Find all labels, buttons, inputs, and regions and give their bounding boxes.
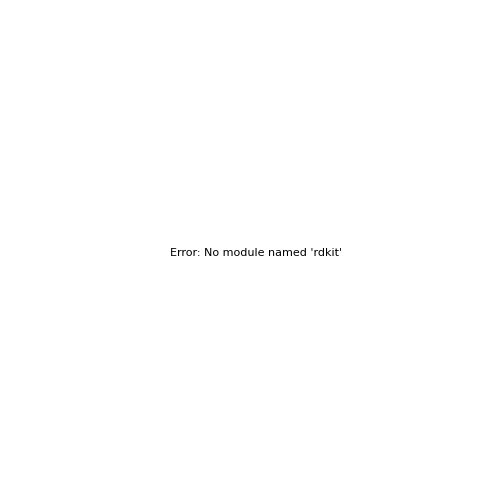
- Text: Error: No module named 'rdkit': Error: No module named 'rdkit': [170, 248, 342, 258]
